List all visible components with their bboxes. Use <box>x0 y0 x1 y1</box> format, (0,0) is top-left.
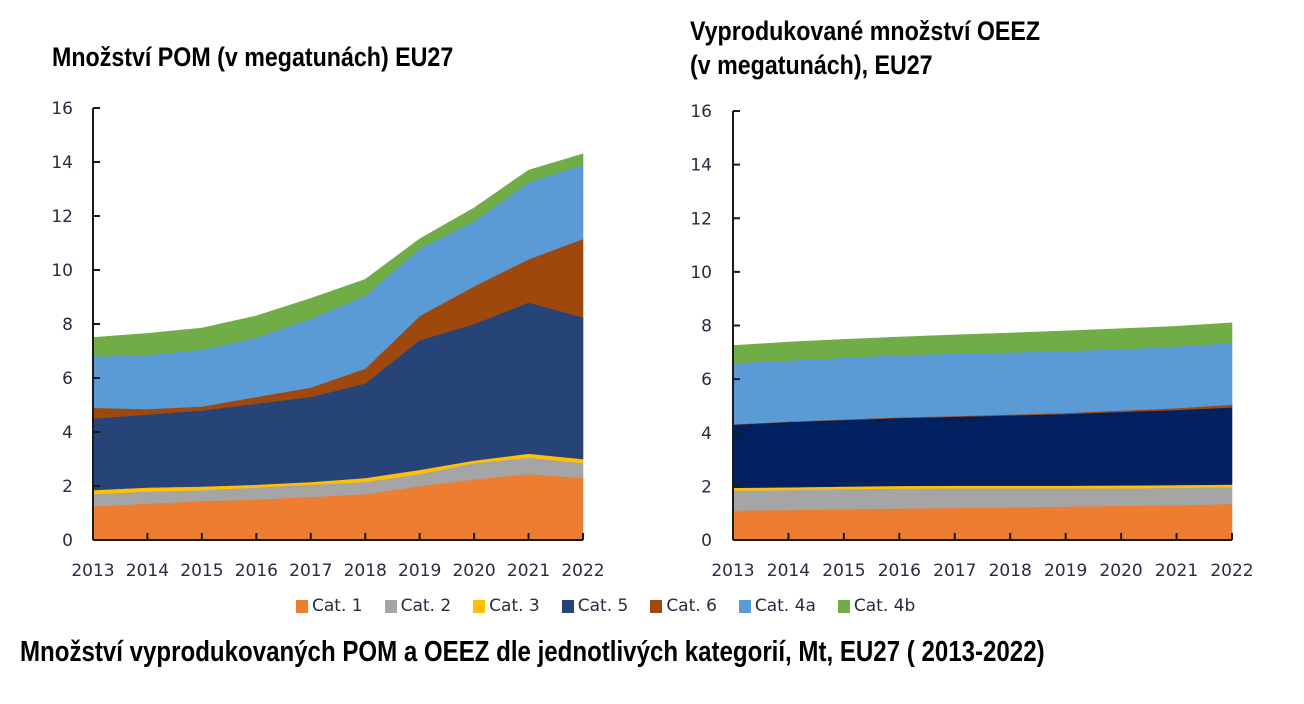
y-tick-label: 12 <box>51 207 73 227</box>
x-tick-label: 2022 <box>1210 561 1253 581</box>
x-tick-label: 2019 <box>398 561 441 581</box>
y-tick-label: 10 <box>51 261 73 281</box>
x-tick-label: 2014 <box>126 561 169 581</box>
y-tick-label: 16 <box>51 99 73 119</box>
y-tick-label: 6 <box>701 370 712 390</box>
legend-item: Cat. 5 <box>561 596 629 616</box>
right-chart-title-line-2: (v megatunách), EU27 <box>690 50 933 80</box>
legend-label: Cat. 2 <box>400 596 452 616</box>
x-tick-label: 2014 <box>767 561 810 581</box>
left-chart-pom: 0 2 4 6 8 10 12 14 16 2013 2014 2015 2016 2017 2018 201… <box>51 99 604 581</box>
y-tick-label: 12 <box>690 209 712 229</box>
y-tick-label: 2 <box>62 477 73 497</box>
x-tick-label: 2020 <box>452 561 495 581</box>
legend-label: Cat. 5 <box>577 596 629 616</box>
area-cat-4b <box>732 322 1233 364</box>
x-tick-label: 2016 <box>235 561 278 581</box>
x-tick-label: 2020 <box>1099 561 1142 581</box>
x-tick-label: 2019 <box>1044 561 1087 581</box>
right-chart-title: Vyprodukované množství OEEZ (v megatunác… <box>690 14 1040 82</box>
x-tick-label: 2018 <box>344 561 387 581</box>
legend-label: Cat. 1 <box>312 596 363 616</box>
legend-swatch <box>473 599 486 613</box>
legend-swatch <box>650 599 663 613</box>
y-tick-label: 16 <box>690 102 712 122</box>
legend-label: Cat. 4a <box>754 596 816 616</box>
y-tick-label: 10 <box>690 263 712 283</box>
area-cat-4b <box>92 153 584 357</box>
x-tick-label: 2016 <box>878 561 921 581</box>
legend-item: Cat. 4b <box>837 596 916 616</box>
y-tick-label: 4 <box>701 424 712 444</box>
legend-swatch <box>738 599 751 613</box>
y-tick-label: 8 <box>62 315 73 335</box>
figure-caption: Množství vyprodukovaných POM a OEEZ dle … <box>20 636 1045 668</box>
legend-item: Cat. 4a <box>738 596 816 616</box>
legend-label: Cat. 4b <box>853 596 916 616</box>
y-tick-label: 14 <box>51 153 73 173</box>
right-chart-title-line-1: Vyprodukované množství OEEZ <box>690 16 1041 46</box>
legend-label: Cat. 3 <box>489 596 540 616</box>
y-tick-label: 0 <box>701 531 712 551</box>
legend-swatch <box>561 599 574 613</box>
x-tick-label: 2015 <box>822 561 865 581</box>
legend-item: Cat. 2 <box>384 596 452 616</box>
left-chart-title: Množství POM (v megatunách) EU27 <box>52 42 454 72</box>
y-tick-label: 0 <box>62 531 73 551</box>
x-tick-label: 2021 <box>1155 561 1198 581</box>
x-tick-label: 2021 <box>507 561 550 581</box>
y-tick-label: 6 <box>62 369 73 389</box>
legend-item: Cat. 3 <box>473 596 540 616</box>
legend-swatch <box>296 599 308 613</box>
x-tick-label: 2017 <box>933 561 976 581</box>
y-tick-label: 14 <box>690 156 712 176</box>
legend-label: Cat. 6 <box>666 596 717 616</box>
x-tick-label: 2013 <box>711 561 754 581</box>
legend-swatch <box>384 599 397 613</box>
x-tick-label: 2022 <box>561 561 604 581</box>
x-tick-label: 2015 <box>180 561 223 581</box>
y-tick-label: 8 <box>701 317 712 337</box>
legend: Cat. 1 Cat. 2 Cat. 3 Cat. 5 Cat. 6 Cat. 4a Cat… <box>296 596 915 616</box>
legend-item: Cat. 6 <box>650 596 717 616</box>
right-chart-oeez: 0 2 4 6 8 10 12 14 16 2013 2014 2015 2016 2017 2018 201… <box>690 102 1253 581</box>
y-tick-label: 2 <box>701 477 712 497</box>
legend-item: Cat. 1 <box>296 596 363 616</box>
x-tick-label: 2013 <box>71 561 114 581</box>
x-tick-label: 2017 <box>289 561 332 581</box>
legend-swatch <box>837 599 850 613</box>
y-tick-label: 4 <box>62 423 73 443</box>
x-tick-label: 2018 <box>989 561 1032 581</box>
